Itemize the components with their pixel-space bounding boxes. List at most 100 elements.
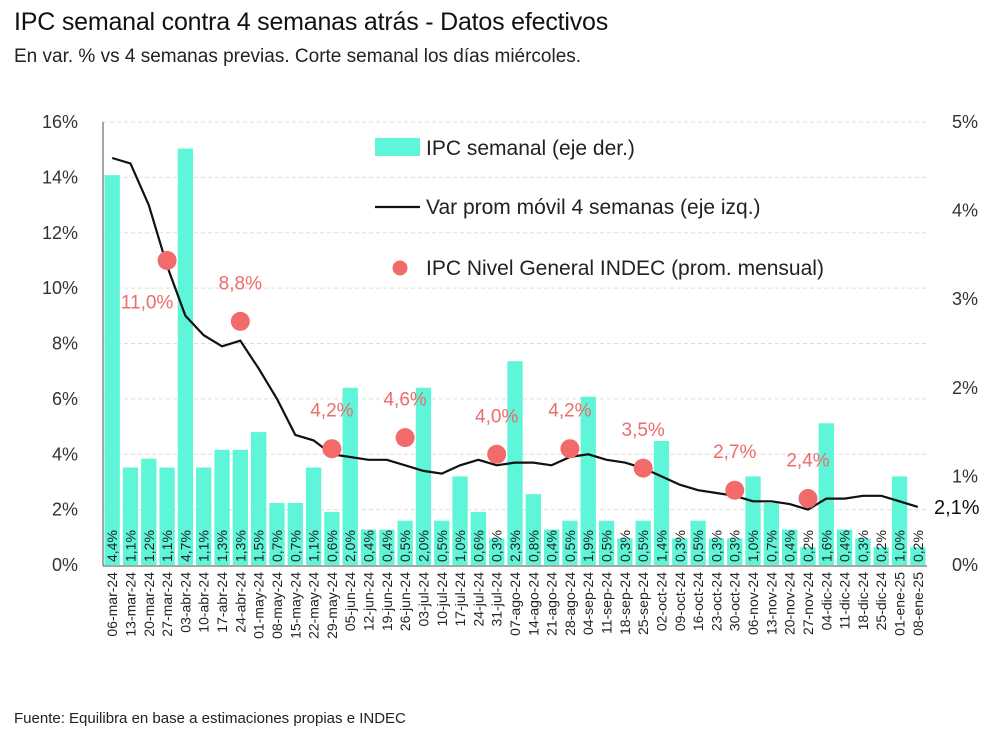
- right-tick-label: 2%: [952, 378, 978, 398]
- bar: [379, 529, 395, 565]
- x-tick-label: 04-dic-24: [818, 572, 834, 631]
- x-tick-label: 05-jun-24: [342, 572, 358, 631]
- indec-point: [725, 480, 745, 500]
- bar: [525, 494, 541, 565]
- bar: [873, 547, 889, 565]
- bar: [470, 511, 487, 565]
- right-axis-ticks: 0% 1% 2% 3% 4% 5%: [952, 112, 978, 575]
- bar-label: 1,0%: [892, 530, 908, 562]
- x-tick-label: 02-oct-24: [653, 572, 669, 631]
- x-tick-label: 27-nov-24: [800, 572, 816, 635]
- bar-label: 1,0%: [745, 530, 761, 562]
- x-tick-label: 10-abr-24: [196, 572, 212, 633]
- bar: [397, 520, 413, 565]
- right-tick-label: 0%: [952, 555, 978, 575]
- bar-label: 1,4%: [653, 530, 669, 562]
- left-tick-label: 8%: [52, 334, 78, 354]
- bar-label: 1,3%: [232, 530, 248, 562]
- indec-point-label: 3,5%: [622, 420, 665, 441]
- bar: [745, 476, 761, 565]
- bar-label: 0,3%: [672, 530, 688, 562]
- x-tick-label: 19-jun-24: [379, 572, 395, 631]
- legend-point-label: IPC Nivel General INDEC (prom. mensual): [426, 257, 824, 280]
- bar-label: 0,6%: [470, 530, 486, 562]
- bar-label: 2,0%: [342, 530, 358, 562]
- bar-label: 1,1%: [306, 530, 322, 562]
- bar-label: 1,3%: [214, 530, 230, 562]
- x-tick-label: 31-jul-24: [489, 572, 505, 627]
- x-tick-label: 14-ago-24: [525, 572, 541, 636]
- x-tick-label: 24-abr-24: [232, 572, 248, 633]
- bar-label: 0,3%: [489, 530, 505, 562]
- bar-label: 0,3%: [617, 530, 633, 562]
- bar: [324, 511, 340, 565]
- bar: [782, 529, 798, 565]
- bar: [617, 538, 633, 565]
- x-tick-label: 01-ene-25: [892, 572, 908, 636]
- bar-label: 0,5%: [635, 530, 651, 562]
- x-tick-label: 20-nov-24: [782, 572, 798, 635]
- legend-line-label: Var prom móvil 4 semanas (eje izq.): [426, 196, 761, 219]
- x-tick-label: 06-mar-24: [104, 572, 120, 637]
- bar-label: 0,2%: [910, 530, 926, 562]
- x-tick-label: 28-ago-24: [562, 572, 578, 636]
- indec-point-labels: 11,0% 8,8% 4,2% 4,6% 4,0% 4,2% 3,5% 2,7% 2,4%: [121, 273, 830, 471]
- bar-label: 1,1%: [159, 530, 175, 562]
- right-tick-label: 5%: [952, 112, 978, 132]
- indec-point-label: 11,0%: [121, 292, 174, 313]
- bar-label: 0,4%: [782, 530, 798, 562]
- bar: [763, 502, 780, 565]
- left-tick-label: 14%: [42, 167, 78, 187]
- bar: [891, 476, 908, 565]
- bar: [177, 148, 194, 565]
- bar-series: [104, 148, 926, 565]
- bar: [159, 467, 175, 565]
- indec-point: [487, 444, 507, 464]
- legend-bar-swatch: [375, 138, 420, 156]
- left-tick-label: 6%: [52, 389, 78, 409]
- bar-label: 2,0%: [415, 530, 431, 562]
- x-tick-label: 24-jul-24: [470, 572, 486, 627]
- chart-subtitle: En var. % vs 4 semanas previas. Corte se…: [14, 46, 582, 67]
- bar-label: 0,2%: [873, 530, 889, 562]
- bar: [836, 529, 853, 565]
- x-tick-label: 10-jul-24: [434, 572, 450, 627]
- indec-point: [395, 428, 415, 448]
- bar-label: 4,4%: [104, 530, 120, 562]
- legend-bar-label: IPC semanal (eje der.): [426, 137, 635, 160]
- bar-label: 0,4%: [544, 530, 560, 562]
- bar-label: 0,7%: [269, 530, 285, 562]
- indec-point-label: 4,2%: [310, 401, 353, 422]
- bar: [800, 547, 816, 565]
- bar-label: 1,2%: [141, 530, 157, 562]
- x-tick-label: 08-ene-25: [910, 572, 926, 636]
- indec-point: [633, 458, 653, 478]
- x-tick-label: 12-jun-24: [361, 572, 377, 631]
- x-tick-label: 20-mar-24: [141, 572, 157, 637]
- bar: [580, 396, 596, 565]
- bar-label: 1,0%: [452, 530, 468, 562]
- bar: [635, 520, 651, 565]
- x-tick-label: 06-nov-24: [745, 572, 761, 635]
- indec-point-label: 8,8%: [219, 273, 262, 294]
- bar: [434, 520, 450, 565]
- bar: [708, 538, 725, 565]
- bar-label: 0,5%: [690, 530, 706, 562]
- left-axis-ticks: 0% 2% 4% 6% 8% 10% 12% 14% 16%: [42, 112, 78, 575]
- x-tick-label: 18-dic-24: [855, 572, 871, 631]
- bar-label: 0,4%: [379, 530, 395, 562]
- left-tick-label: 10%: [42, 278, 78, 298]
- bar: [543, 529, 560, 565]
- bar: [598, 520, 615, 565]
- left-tick-label: 12%: [42, 223, 78, 243]
- bar: [250, 432, 267, 565]
- gridlines: [103, 121, 927, 511]
- bar: [196, 467, 212, 565]
- bar: [342, 387, 358, 565]
- source-note: Fuente: Equilibra en base a estimaciones…: [14, 710, 406, 727]
- bar: [489, 538, 505, 565]
- bar-labels: 4,4% 1,1% 1,2% 1,1% 4,7% 1,1% 1,3% 1,3% 1,5% 0,7%…: [104, 530, 926, 562]
- x-tick-label: 17-jul-24: [452, 572, 468, 627]
- x-tick-label: 13-mar-24: [122, 572, 138, 637]
